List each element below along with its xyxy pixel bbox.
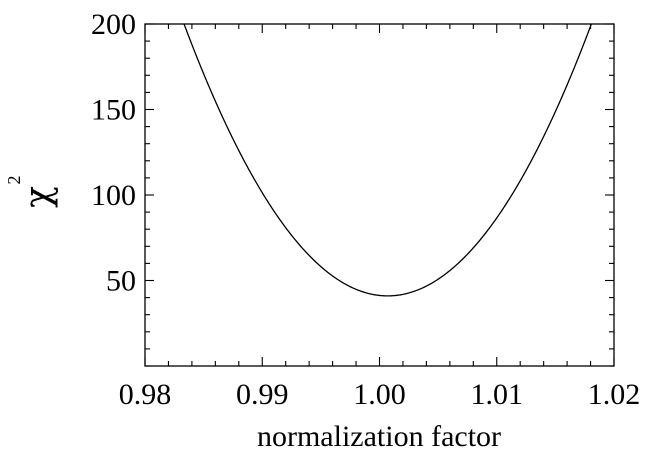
x-tick-label: 0.98 (119, 378, 172, 411)
chi-square-curve (183, 24, 593, 297)
y-tick-label: 150 (91, 94, 136, 127)
x-axis-label: normalization factor (257, 420, 501, 453)
plot-frame (144, 23, 615, 367)
series-curve (183, 24, 593, 297)
y-tick-label: 200 (91, 8, 136, 41)
y-tick-label: 100 (91, 179, 136, 212)
x-tick-label: 0.99 (236, 378, 289, 411)
plot-border (144, 23, 615, 367)
x-tick-label: 1.02 (588, 378, 641, 411)
y-axis-label-superscript: 2 (4, 176, 24, 185)
x-tick-label: 1.00 (353, 378, 406, 411)
y-axis-label: χ 2 (4, 176, 59, 208)
y-axis-label-symbol: χ (18, 186, 59, 208)
x-tick-labels: 0.98 0.99 1.00 1.01 1.02 (119, 378, 641, 411)
axis-ticks (144, 23, 615, 367)
y-tick-labels: 50 100 150 200 (91, 8, 136, 298)
y-tick-label: 50 (106, 265, 136, 298)
x-tick-label: 1.01 (471, 378, 524, 411)
